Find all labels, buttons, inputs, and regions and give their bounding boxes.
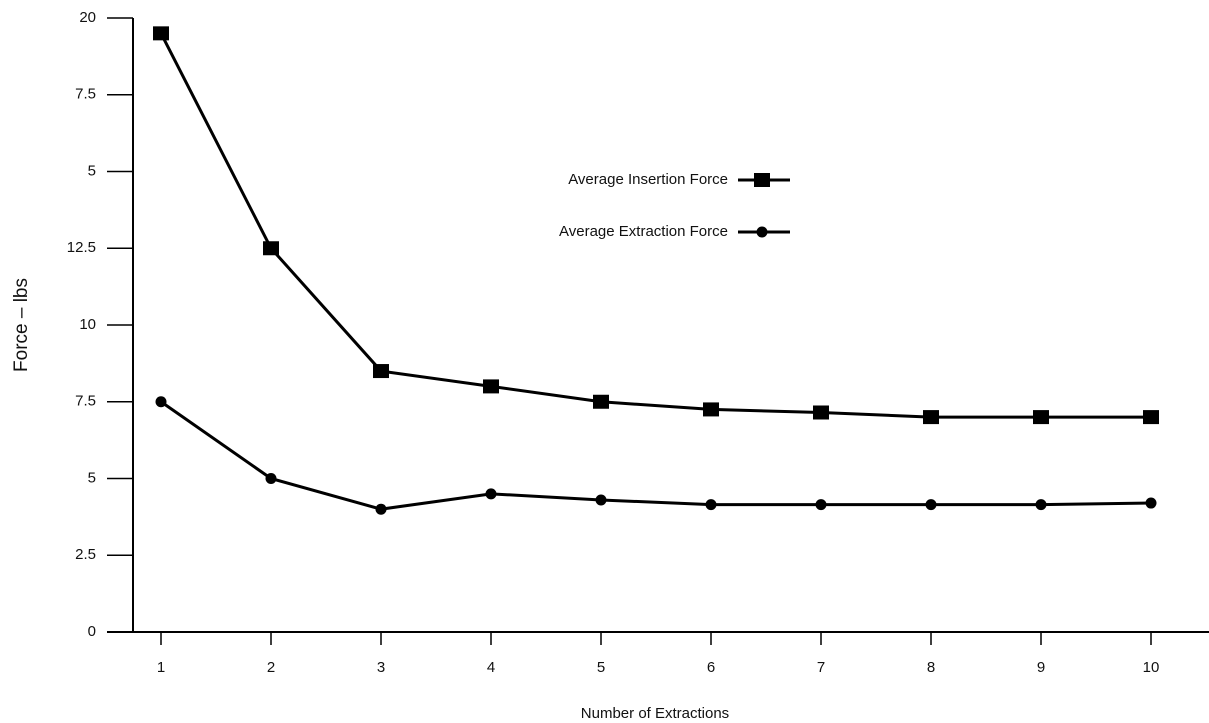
- point: [1145, 497, 1157, 509]
- x-tick-label: 5: [597, 659, 605, 676]
- y-tick-label: 5: [88, 469, 96, 486]
- point: [483, 379, 499, 394]
- point: [1035, 499, 1047, 511]
- point: [375, 503, 387, 515]
- x-tick-label: 8: [927, 659, 935, 676]
- point: [1033, 410, 1049, 425]
- y-tick-label: 20: [79, 9, 96, 26]
- legend-label: Average Insertion Force: [568, 171, 728, 188]
- series-line: [159, 32, 1151, 419]
- x-tick-label: 2: [267, 659, 275, 676]
- y-tick-label: 10: [79, 316, 96, 333]
- y-tick-label: 7.5: [75, 393, 96, 410]
- x-tick-label: 7: [817, 659, 825, 676]
- legend-label: Average Extraction Force: [559, 223, 728, 240]
- x-axis-title: Number of Extractions: [581, 705, 729, 722]
- point: [923, 410, 939, 425]
- point: [1143, 410, 1159, 425]
- y-tick-label: 7.5: [75, 86, 96, 103]
- x-tick-label: 9: [1037, 659, 1045, 676]
- y-tick-label: 0: [88, 623, 96, 640]
- y-tick-label: 2.5: [75, 546, 96, 563]
- point: [263, 241, 279, 256]
- point: [155, 396, 167, 408]
- point: [703, 402, 719, 417]
- point: [815, 499, 827, 511]
- y-tick-label: 5: [88, 162, 96, 179]
- point: [153, 26, 169, 41]
- point: [925, 499, 937, 511]
- y-axis-title: Force – lbs: [11, 278, 32, 372]
- point: [485, 488, 497, 500]
- point: [595, 494, 607, 506]
- x-tick-label: 6: [707, 659, 715, 676]
- legend-marker: [754, 173, 770, 187]
- point: [373, 364, 389, 379]
- y-tick-label: 12.5: [67, 239, 96, 256]
- point: [705, 499, 717, 511]
- series-line: [160, 400, 1152, 511]
- x-tick-label: 4: [487, 659, 495, 676]
- point: [265, 473, 277, 484]
- x-tick-label: 10: [1143, 659, 1160, 676]
- point: [813, 405, 829, 420]
- legend-marker: [756, 226, 768, 238]
- x-tick-label: 1: [157, 659, 165, 676]
- x-tick-label: 3: [377, 659, 385, 676]
- point: [593, 394, 609, 409]
